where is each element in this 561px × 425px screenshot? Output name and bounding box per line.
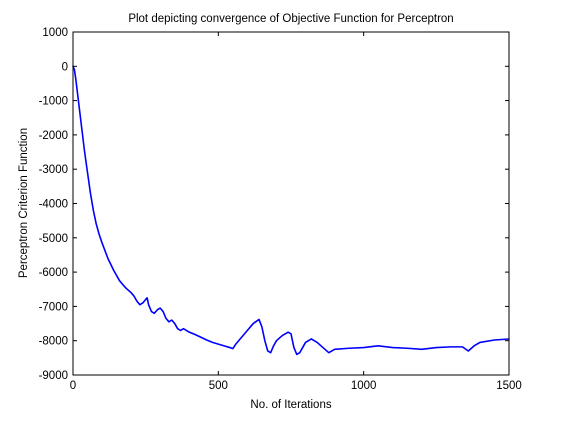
y-tick-label: -7000 — [39, 301, 68, 313]
y-tick-label: -3000 — [39, 164, 68, 176]
y-tick-label: -1000 — [39, 96, 68, 108]
x-tick-label: 0 — [70, 380, 76, 392]
series-layer — [72, 65, 510, 356]
y-tick-label: -8000 — [39, 336, 68, 348]
y-tick-label: -9000 — [39, 370, 68, 382]
x-tick-label: 500 — [209, 380, 228, 392]
y-tick-label: -6000 — [39, 267, 68, 279]
plot-area-frame — [72, 31, 510, 376]
y-tick-label: 0 — [62, 61, 68, 73]
y-tick-label: 1000 — [42, 27, 68, 39]
y-axis-label: Perceptron Criterion Function — [18, 128, 30, 278]
series-line — [72, 65, 510, 356]
y-tick-label: -4000 — [39, 199, 68, 211]
y-tick-label: -2000 — [39, 130, 68, 142]
plot-area-background — [73, 32, 509, 375]
y-tick-label: -5000 — [39, 233, 68, 245]
chart-title: Plot depicting convergence of Objective … — [128, 13, 453, 25]
x-axis-label: No. of Iterations — [250, 399, 331, 411]
x-tick-label: 1500 — [496, 380, 522, 392]
x-tick-label: 1000 — [351, 380, 377, 392]
tick-layer: 0 500 1000 1500 1000 0 -1000 -2000 -3000 -4000 -50… — [39, 27, 522, 392]
